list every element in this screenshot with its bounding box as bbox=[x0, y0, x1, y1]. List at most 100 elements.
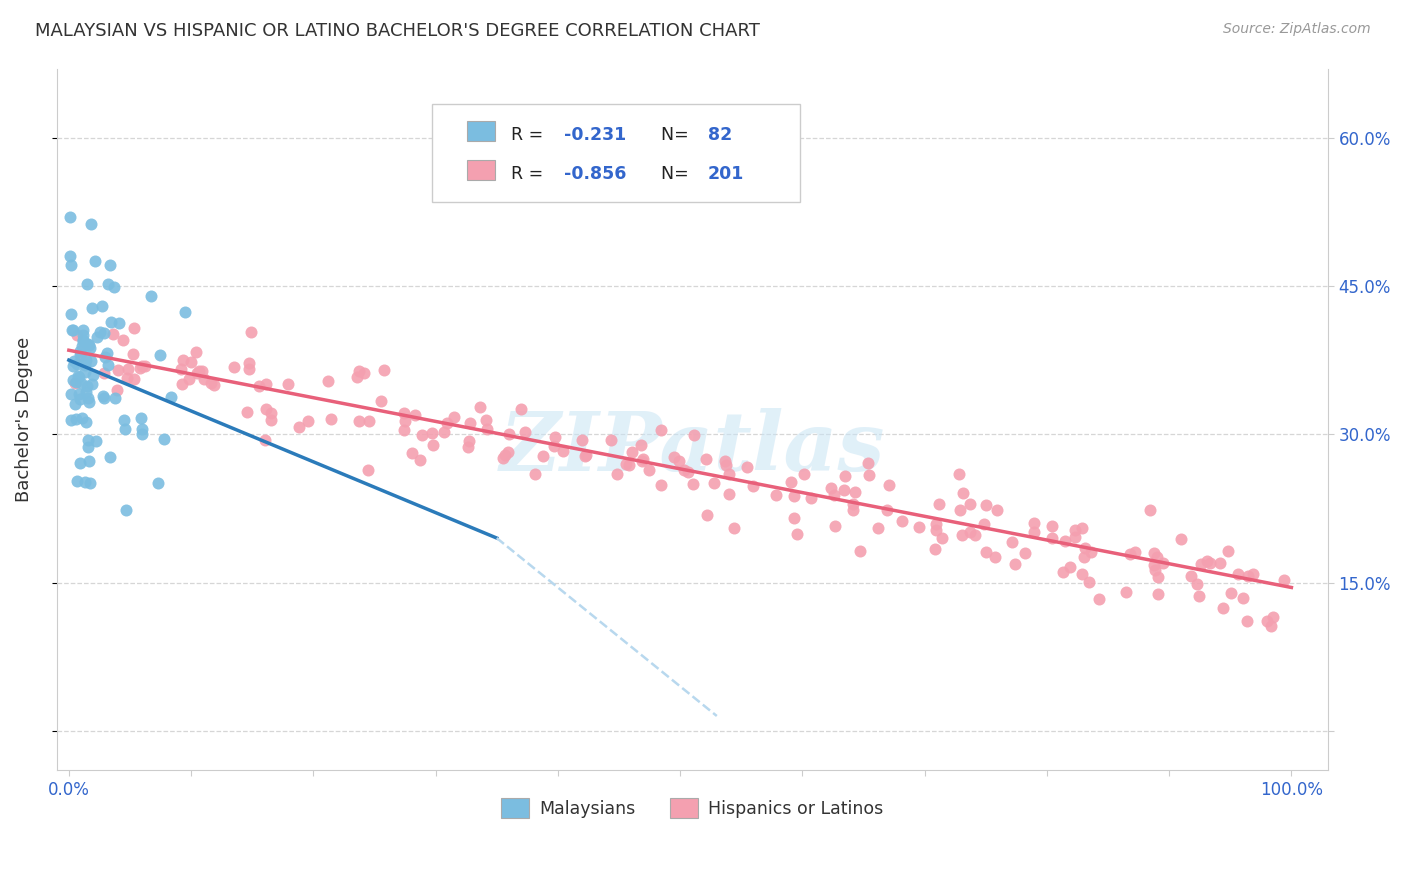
Point bbox=[599, 434, 621, 448]
Point bbox=[392, 423, 415, 437]
Point bbox=[498, 444, 520, 458]
Point bbox=[1073, 549, 1095, 564]
Point bbox=[696, 508, 718, 522]
Point bbox=[475, 413, 498, 427]
Point bbox=[1260, 619, 1282, 633]
Point bbox=[458, 416, 481, 430]
Point bbox=[1022, 524, 1045, 539]
Point bbox=[765, 487, 787, 501]
Text: N=: N= bbox=[661, 127, 693, 145]
Point bbox=[571, 433, 593, 447]
Point bbox=[67, 369, 90, 384]
Text: R =: R = bbox=[510, 127, 548, 145]
Point bbox=[984, 550, 1007, 565]
Point bbox=[69, 376, 91, 391]
Point bbox=[1040, 531, 1063, 545]
Point bbox=[543, 439, 565, 453]
Text: ZIPatlas: ZIPatlas bbox=[499, 408, 886, 488]
Point bbox=[682, 428, 704, 442]
Point bbox=[1147, 586, 1170, 600]
Point bbox=[820, 482, 842, 496]
FancyBboxPatch shape bbox=[467, 160, 495, 179]
Point bbox=[75, 475, 97, 490]
Point bbox=[107, 383, 129, 397]
Point bbox=[96, 345, 118, 359]
Point bbox=[66, 328, 89, 343]
Point bbox=[792, 467, 814, 481]
Point bbox=[65, 376, 87, 390]
Point bbox=[139, 289, 162, 303]
Point bbox=[1152, 556, 1174, 570]
Point bbox=[1236, 614, 1258, 628]
Point bbox=[75, 415, 97, 429]
Point bbox=[717, 467, 740, 482]
Point bbox=[84, 434, 107, 448]
Point bbox=[153, 432, 176, 446]
Point bbox=[737, 459, 759, 474]
Point bbox=[741, 479, 763, 493]
Point bbox=[858, 468, 880, 483]
Point bbox=[631, 454, 654, 468]
Point bbox=[1123, 545, 1146, 559]
Point bbox=[60, 307, 83, 321]
Point bbox=[69, 344, 91, 359]
Point bbox=[97, 358, 120, 372]
Point bbox=[457, 434, 479, 449]
Point bbox=[259, 406, 281, 420]
Point bbox=[131, 359, 153, 374]
Point bbox=[1241, 566, 1264, 581]
Point bbox=[1139, 502, 1161, 516]
Point bbox=[160, 390, 183, 404]
Point bbox=[891, 514, 914, 528]
Point bbox=[1052, 566, 1074, 580]
Point bbox=[254, 376, 277, 391]
Point bbox=[100, 315, 122, 329]
Point bbox=[1053, 534, 1076, 549]
Text: Source: ZipAtlas.com: Source: ZipAtlas.com bbox=[1223, 22, 1371, 37]
Point bbox=[1071, 567, 1094, 582]
Point bbox=[67, 370, 90, 384]
Point bbox=[856, 456, 879, 470]
Point bbox=[170, 377, 193, 392]
Point bbox=[107, 362, 129, 376]
Point bbox=[633, 452, 655, 467]
Point bbox=[433, 425, 456, 439]
Point bbox=[925, 516, 948, 531]
Point bbox=[63, 397, 86, 411]
FancyBboxPatch shape bbox=[467, 121, 495, 141]
Point bbox=[1188, 589, 1211, 603]
Point bbox=[134, 359, 156, 373]
Point bbox=[401, 446, 423, 460]
Point bbox=[247, 379, 270, 393]
Point bbox=[122, 372, 145, 386]
Point bbox=[619, 458, 641, 472]
Point bbox=[77, 337, 100, 351]
Point bbox=[60, 258, 83, 272]
Point bbox=[76, 277, 98, 292]
Point bbox=[823, 488, 845, 502]
Point bbox=[544, 429, 567, 443]
Point bbox=[75, 385, 97, 400]
Point bbox=[513, 425, 536, 439]
Point bbox=[131, 426, 153, 441]
Point bbox=[531, 449, 554, 463]
Point bbox=[353, 366, 375, 380]
Point bbox=[72, 333, 94, 347]
Point bbox=[89, 325, 111, 339]
Point bbox=[986, 503, 1008, 517]
Point bbox=[111, 333, 134, 347]
Point bbox=[1059, 560, 1081, 574]
Point bbox=[468, 401, 491, 415]
Point bbox=[72, 334, 94, 348]
Point bbox=[60, 323, 83, 337]
Point bbox=[494, 448, 516, 462]
Point bbox=[844, 485, 866, 500]
Point bbox=[1199, 556, 1222, 570]
Point bbox=[128, 360, 150, 375]
Point bbox=[1272, 573, 1295, 587]
Point bbox=[1216, 543, 1239, 558]
Point bbox=[842, 503, 865, 517]
Point bbox=[59, 249, 82, 263]
Point bbox=[1064, 523, 1087, 537]
Point bbox=[1212, 601, 1234, 615]
